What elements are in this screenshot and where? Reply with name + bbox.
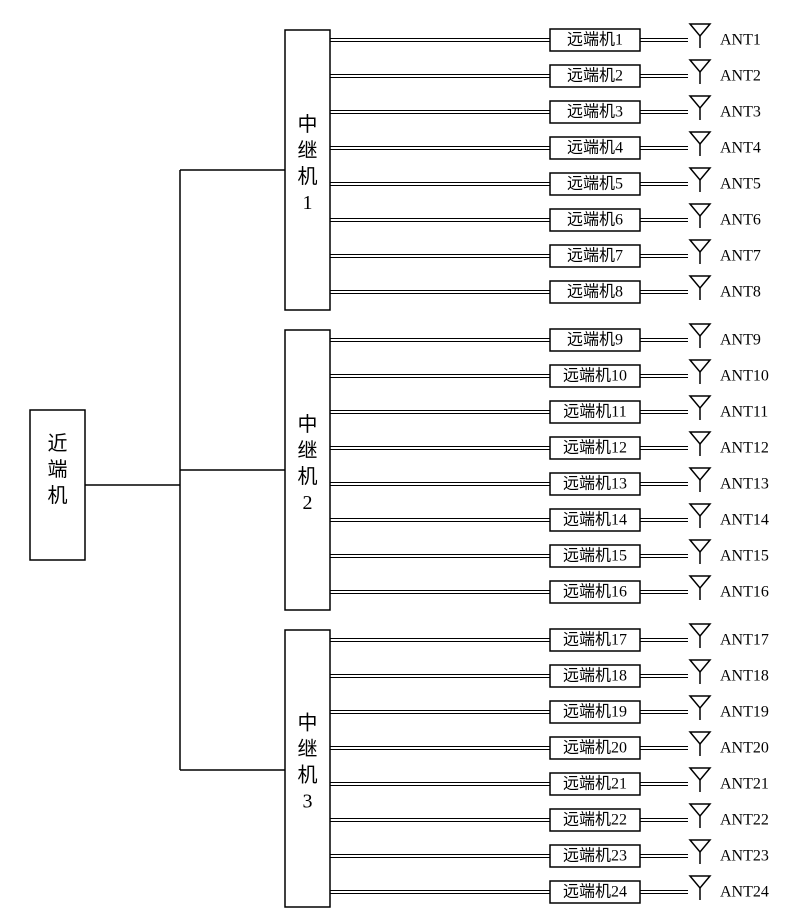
svg-text:端: 端 <box>48 458 68 481</box>
svg-text:中: 中 <box>298 113 318 136</box>
remote-label-21: 远端机21 <box>563 775 627 793</box>
remote-label-17: 远端机17 <box>563 631 627 649</box>
antenna-label-21: ANT21 <box>720 776 769 793</box>
remote-label-18: 远端机18 <box>563 667 627 685</box>
antenna-label-14: ANT14 <box>720 512 769 529</box>
network-diagram: 近端机中继机1中继机2中继机3远端机1ANT1远端机2ANT2远端机3ANT3远… <box>0 0 800 909</box>
antenna-label-16: ANT16 <box>720 584 769 601</box>
remote-label-23: 远端机23 <box>563 847 627 865</box>
antenna-label-12: ANT12 <box>720 440 769 457</box>
svg-text:近: 近 <box>48 432 68 455</box>
antenna-label-22: ANT22 <box>720 812 769 829</box>
antenna-label-2: ANT2 <box>720 68 761 85</box>
antenna-label-1: ANT1 <box>720 32 761 49</box>
remote-label-9: 远端机9 <box>567 331 623 349</box>
svg-text:继: 继 <box>298 439 318 462</box>
remote-label-22: 远端机22 <box>563 811 627 829</box>
antenna-label-9: ANT9 <box>720 332 761 349</box>
svg-text:中: 中 <box>298 413 318 436</box>
remote-label-10: 远端机10 <box>563 367 627 385</box>
antenna-label-18: ANT18 <box>720 668 769 685</box>
antenna-label-4: ANT4 <box>720 140 761 157</box>
antenna-label-10: ANT10 <box>720 368 769 385</box>
antenna-label-24: ANT24 <box>720 884 769 901</box>
antenna-label-17: ANT17 <box>720 632 769 649</box>
remote-label-2: 远端机2 <box>567 67 623 85</box>
remote-label-24: 远端机24 <box>563 883 627 901</box>
svg-text:机: 机 <box>48 484 68 507</box>
antenna-label-13: ANT13 <box>720 476 769 493</box>
remote-label-5: 远端机5 <box>567 175 623 193</box>
svg-text:继: 继 <box>298 139 318 162</box>
remote-label-15: 远端机15 <box>563 547 627 565</box>
remote-label-13: 远端机13 <box>563 475 627 493</box>
antenna-label-15: ANT15 <box>720 548 769 565</box>
antenna-label-7: ANT7 <box>720 248 761 265</box>
antenna-label-5: ANT5 <box>720 176 761 193</box>
remote-label-7: 远端机7 <box>567 247 623 265</box>
antenna-label-23: ANT23 <box>720 848 769 865</box>
remote-label-3: 远端机3 <box>567 103 623 121</box>
remote-label-8: 远端机8 <box>567 283 623 301</box>
remote-label-4: 远端机4 <box>567 139 623 157</box>
remote-label-6: 远端机6 <box>567 211 623 229</box>
remote-label-1: 远端机1 <box>567 31 623 49</box>
svg-text:1: 1 <box>303 192 313 214</box>
remote-label-16: 远端机16 <box>563 583 627 601</box>
antenna-label-19: ANT19 <box>720 704 769 721</box>
svg-text:机: 机 <box>298 764 318 787</box>
antenna-label-6: ANT6 <box>720 212 761 229</box>
remote-label-12: 远端机12 <box>563 439 627 457</box>
svg-text:2: 2 <box>303 492 313 514</box>
svg-text:机: 机 <box>298 465 318 488</box>
svg-text:中: 中 <box>298 712 318 735</box>
svg-text:3: 3 <box>303 791 313 813</box>
svg-text:继: 继 <box>298 738 318 761</box>
svg-text:机: 机 <box>298 165 318 188</box>
antenna-label-3: ANT3 <box>720 104 761 121</box>
remote-label-11: 远端机11 <box>563 403 626 421</box>
remote-label-19: 远端机19 <box>563 703 627 721</box>
antenna-label-11: ANT11 <box>720 404 768 421</box>
remote-label-20: 远端机20 <box>563 739 627 757</box>
remote-label-14: 远端机14 <box>563 511 627 529</box>
antenna-label-8: ANT8 <box>720 284 761 301</box>
antenna-label-20: ANT20 <box>720 740 769 757</box>
